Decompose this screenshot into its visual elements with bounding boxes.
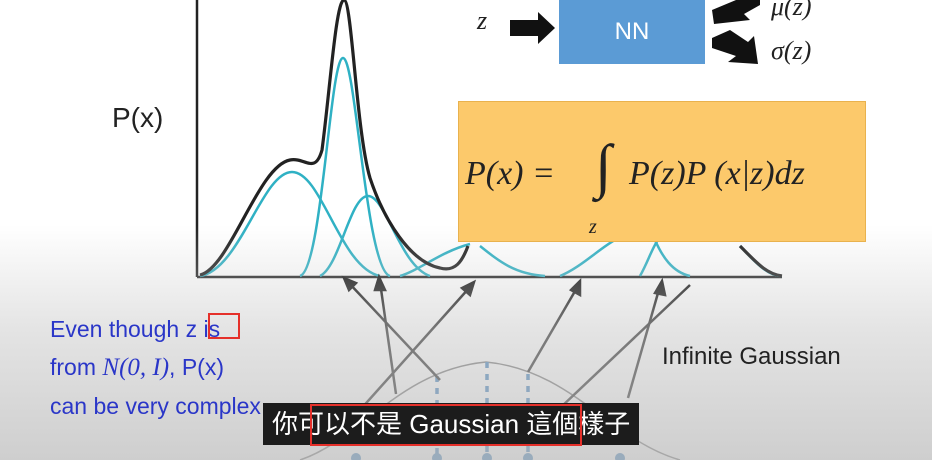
explanation-line-2-prefix: from [50, 354, 103, 380]
explanation-line-1: Even though z is [50, 310, 261, 348]
arrowhead-5 [373, 273, 387, 292]
infinite-gaussian-label: Infinite Gaussian [662, 343, 841, 370]
nn-output-sigma: σ(z) [771, 36, 812, 65]
input-arrow [510, 12, 555, 44]
sample-marker-4 [523, 453, 533, 460]
explanation-line-2-suffix: , P(x) [169, 354, 224, 380]
video-subtitle: 你可以不是 Gaussian 這個樣子 [263, 403, 640, 445]
mapping-arrows [341, 273, 691, 411]
sample-marker-5 [615, 453, 625, 460]
component-curve-8 [653, 239, 691, 278]
explanation-line-1-suffix: is [197, 316, 221, 342]
integral-sign: ∫ [595, 133, 612, 199]
neural-network-box: NN [559, 0, 705, 64]
arrow-line-3 [526, 285, 580, 373]
component-curve-5 [479, 245, 546, 278]
component-curve-6 [559, 238, 616, 278]
arrow-line-4 [626, 285, 662, 399]
nn-output-mu: μ(z) [771, 0, 812, 21]
explanation-line-2: from N(0, I), P(x) [50, 348, 261, 387]
sample-marker-1 [351, 453, 361, 460]
arrowhead-4 [653, 277, 667, 297]
sample-markers [351, 453, 625, 460]
component-curve-7 [638, 239, 660, 277]
sigma-arrow [712, 30, 758, 64]
integral-subscript: z [589, 216, 597, 238]
z-highlight-box [208, 313, 240, 339]
nn-arrows [510, 0, 760, 64]
arrowhead-3 [568, 277, 582, 298]
mu-arrow [712, 0, 760, 24]
component-curve-2 [299, 56, 391, 278]
explanation-line-3: can be very complex [50, 393, 261, 419]
subtitle-highlight-box [310, 404, 582, 446]
y-axis-label: P(x) [112, 102, 164, 133]
arrow-line-2 [359, 286, 471, 411]
formula-rhs: P(z)P (x|z)dz [629, 155, 805, 192]
nn-input-label: z [477, 6, 488, 35]
component-curve-3 [319, 194, 431, 278]
arrow-line-1 [347, 281, 441, 381]
formula-lhs: P(x) = [465, 155, 555, 192]
sample-marker-2 [432, 453, 442, 460]
explanation-line-1-prefix: Even though [50, 316, 186, 342]
normal-distribution-math: N(0, I) [102, 354, 170, 381]
sample-marker-3 [482, 453, 492, 460]
neural-network-label: NN [614, 18, 650, 45]
explanation-text: Even though z is from N(0, I), P(x) can … [50, 310, 261, 425]
explanation-variable-z: z [185, 316, 198, 342]
marginal-likelihood-formula: P(x) = ∫ z P(z)P (x|z)dz [458, 101, 866, 242]
component-curve-1 [199, 170, 381, 278]
